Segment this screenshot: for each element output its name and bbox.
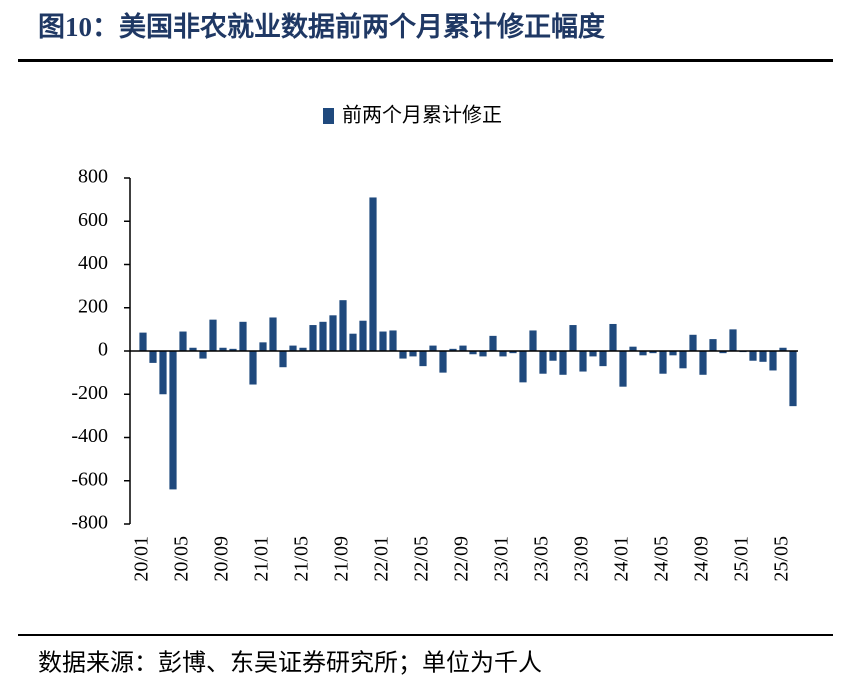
bar bbox=[719, 351, 727, 354]
bar bbox=[669, 351, 677, 356]
bar bbox=[169, 351, 177, 490]
bar bbox=[539, 351, 547, 374]
bar bbox=[769, 351, 777, 371]
y-tick-label: -800 bbox=[71, 512, 108, 534]
bar bbox=[499, 351, 507, 357]
bar bbox=[179, 331, 187, 351]
x-tick-label: 21/09 bbox=[331, 536, 353, 582]
x-tick-label: 21/05 bbox=[291, 536, 313, 582]
bar bbox=[679, 351, 687, 369]
bar bbox=[399, 351, 407, 359]
bar bbox=[709, 339, 717, 351]
legend-label: 前两个月累计修正 bbox=[342, 104, 502, 127]
chart-title: 图10：美国非农就业数据前两个月累计修正幅度 bbox=[38, 11, 605, 42]
bar bbox=[249, 351, 257, 385]
x-tick-label: 23/05 bbox=[531, 536, 553, 582]
bar bbox=[439, 351, 447, 373]
bar bbox=[779, 347, 787, 351]
bar bbox=[339, 300, 347, 351]
x-tick-label: 22/05 bbox=[411, 536, 433, 582]
bar bbox=[359, 320, 367, 351]
x-tick-label: 24/01 bbox=[611, 536, 633, 582]
title-rule bbox=[18, 59, 833, 62]
x-tick-label: 23/09 bbox=[571, 536, 593, 582]
bar bbox=[139, 332, 147, 351]
bar bbox=[749, 351, 757, 361]
bar bbox=[609, 323, 617, 351]
bar bbox=[599, 351, 607, 367]
bar bbox=[659, 351, 667, 374]
bar bbox=[649, 351, 657, 354]
y-tick-label: -600 bbox=[71, 468, 108, 490]
x-tick-label: 20/05 bbox=[171, 536, 193, 582]
x-tick-label: 24/09 bbox=[691, 536, 713, 582]
bar bbox=[379, 331, 387, 351]
bar bbox=[209, 319, 217, 351]
footer-rule bbox=[18, 634, 833, 636]
bar bbox=[199, 351, 207, 359]
bar bbox=[549, 351, 557, 361]
bar bbox=[559, 351, 567, 375]
source-note: 数据来源：彭博、东吴证券研究所；单位为千人 bbox=[38, 650, 542, 677]
bar bbox=[479, 351, 487, 357]
bar bbox=[319, 321, 327, 351]
bar bbox=[219, 347, 227, 351]
bar bbox=[639, 351, 647, 356]
bar bbox=[619, 351, 627, 387]
x-tick-label: 20/01 bbox=[131, 536, 153, 582]
bar bbox=[729, 329, 737, 351]
bar bbox=[629, 346, 637, 351]
bar bbox=[469, 351, 477, 355]
y-tick-label: -200 bbox=[71, 382, 108, 404]
bar bbox=[329, 315, 337, 351]
bar bbox=[239, 321, 247, 351]
bar bbox=[369, 197, 377, 351]
bar bbox=[409, 351, 417, 357]
bar bbox=[789, 351, 797, 407]
bar bbox=[289, 345, 297, 351]
bar bbox=[149, 351, 157, 363]
bar bbox=[589, 351, 597, 357]
y-tick-label: 0 bbox=[98, 339, 108, 361]
bar bbox=[489, 335, 497, 351]
bar bbox=[579, 351, 587, 372]
bar bbox=[389, 330, 397, 351]
bar bbox=[689, 334, 697, 351]
x-tick-label: 25/05 bbox=[771, 536, 793, 582]
x-tick-label: 25/01 bbox=[731, 536, 753, 582]
bar bbox=[229, 348, 237, 351]
legend-swatch bbox=[323, 108, 334, 124]
x-tick-label: 24/05 bbox=[651, 536, 673, 582]
bar bbox=[189, 347, 197, 351]
bar bbox=[509, 351, 517, 354]
bar bbox=[449, 348, 457, 351]
bar bbox=[159, 351, 167, 395]
bar bbox=[309, 325, 317, 351]
bar bbox=[529, 330, 537, 351]
y-tick-label: 800 bbox=[78, 166, 108, 188]
x-tick-label: 22/09 bbox=[451, 536, 473, 582]
bar bbox=[519, 351, 527, 383]
y-tick-label: -400 bbox=[71, 425, 108, 447]
bar bbox=[429, 345, 437, 351]
bar bbox=[299, 347, 307, 351]
bar bbox=[699, 351, 707, 375]
bar bbox=[269, 317, 277, 351]
x-tick-label: 21/01 bbox=[251, 536, 273, 582]
x-tick-label: 22/01 bbox=[371, 536, 393, 582]
x-tick-label: 20/09 bbox=[211, 536, 233, 582]
bar bbox=[419, 351, 427, 367]
bar bbox=[459, 345, 467, 351]
y-tick-label: 400 bbox=[78, 252, 108, 274]
y-tick-label: 200 bbox=[78, 295, 108, 317]
bar bbox=[349, 333, 357, 351]
bar bbox=[569, 325, 577, 351]
bar bbox=[259, 342, 267, 351]
x-tick-label: 23/01 bbox=[491, 536, 513, 582]
bar bbox=[759, 351, 767, 362]
y-tick-label: 600 bbox=[78, 209, 108, 231]
bar bbox=[279, 351, 287, 368]
